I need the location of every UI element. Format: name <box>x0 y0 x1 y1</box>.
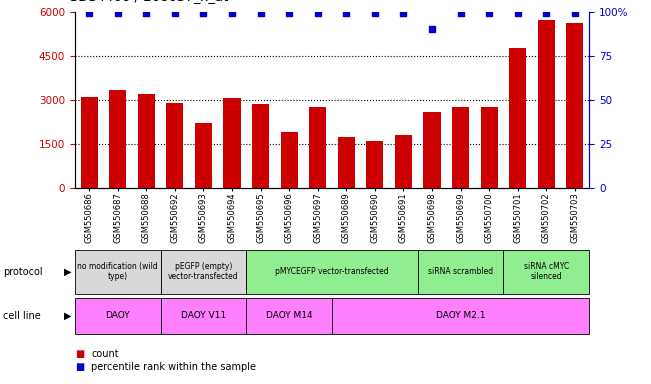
Bar <box>166 103 184 188</box>
Point <box>456 10 466 17</box>
Text: DAOY M2.1: DAOY M2.1 <box>436 311 486 320</box>
Bar <box>195 123 212 188</box>
Text: count: count <box>91 349 118 359</box>
Point <box>284 10 294 17</box>
Bar <box>109 89 126 188</box>
Bar <box>281 132 298 188</box>
Bar <box>452 107 469 188</box>
Bar <box>367 141 383 188</box>
Point <box>512 10 523 17</box>
Bar <box>161 250 246 294</box>
Bar <box>566 23 583 188</box>
Bar <box>223 98 241 188</box>
Point <box>198 10 208 17</box>
Text: DAOY: DAOY <box>105 311 130 320</box>
Text: percentile rank within the sample: percentile rank within the sample <box>91 362 256 372</box>
Text: ■: ■ <box>75 349 84 359</box>
Bar <box>509 48 526 188</box>
Bar <box>161 298 246 334</box>
Bar <box>81 97 98 188</box>
Point <box>84 10 94 17</box>
Bar <box>338 137 355 188</box>
Bar <box>252 104 269 188</box>
Point <box>227 10 237 17</box>
Point <box>427 26 437 32</box>
Point <box>312 10 323 17</box>
Point <box>113 10 123 17</box>
Bar <box>423 112 441 188</box>
Bar <box>418 250 503 294</box>
Text: protocol: protocol <box>3 266 43 277</box>
Text: DAOY M14: DAOY M14 <box>266 311 312 320</box>
Bar <box>503 250 589 294</box>
Text: ▶: ▶ <box>64 311 72 321</box>
Point <box>170 10 180 17</box>
Point <box>255 10 266 17</box>
Text: DAOY V11: DAOY V11 <box>181 311 226 320</box>
Point <box>370 10 380 17</box>
Point <box>484 10 494 17</box>
Bar <box>538 20 555 188</box>
Text: ■: ■ <box>75 362 84 372</box>
Text: GDS4466 / 208637_x_at: GDS4466 / 208637_x_at <box>68 0 229 3</box>
Bar <box>332 298 589 334</box>
Text: siRNA cMYC
silenced: siRNA cMYC silenced <box>523 262 569 281</box>
Point <box>541 10 551 17</box>
Text: ▶: ▶ <box>64 266 72 277</box>
Bar <box>75 250 161 294</box>
Bar <box>75 298 161 334</box>
Bar <box>480 107 498 188</box>
Point <box>341 10 352 17</box>
Bar <box>309 107 326 188</box>
Point <box>570 10 580 17</box>
Text: no modification (wild
type): no modification (wild type) <box>77 262 158 281</box>
Bar <box>138 94 155 188</box>
Text: pEGFP (empty)
vector-transfected: pEGFP (empty) vector-transfected <box>168 262 239 281</box>
Bar <box>246 298 332 334</box>
Text: pMYCEGFP vector-transfected: pMYCEGFP vector-transfected <box>275 267 389 276</box>
Text: siRNA scrambled: siRNA scrambled <box>428 267 493 276</box>
Bar <box>246 250 418 294</box>
Point <box>398 10 409 17</box>
Bar <box>395 135 412 188</box>
Text: cell line: cell line <box>3 311 41 321</box>
Point <box>141 10 152 17</box>
